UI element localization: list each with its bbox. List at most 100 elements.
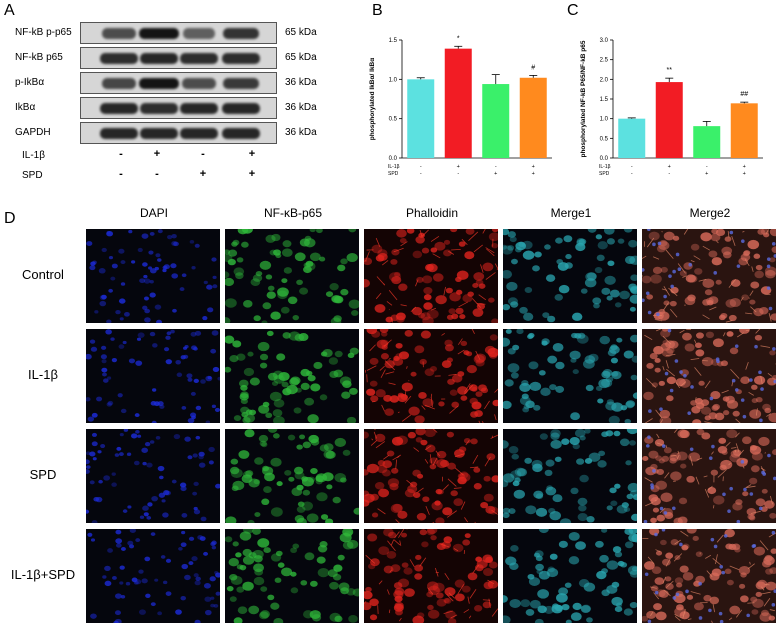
treatment-sign: -: [668, 171, 670, 177]
micrograph-tile: [364, 329, 498, 423]
row-header: IL-1β+SPD: [10, 567, 76, 582]
treatment-sign: +: [532, 164, 535, 170]
treatment-sign: +: [743, 171, 746, 177]
treatment-sign: +: [494, 171, 497, 177]
y-tick-label: 1.0: [389, 77, 398, 83]
blot-row-label: p-IkBα: [15, 77, 45, 88]
treatment-sign: +: [457, 164, 460, 170]
significance-mark: **: [667, 67, 673, 74]
panel-letter-a: A: [4, 2, 15, 19]
panel-letter-b: B: [372, 2, 383, 19]
micrograph-image: [225, 229, 359, 323]
treatment-sign: +: [532, 171, 535, 177]
micrograph-image: [503, 229, 637, 323]
micrograph-image: [642, 529, 776, 623]
micrograph-tile: [503, 529, 637, 623]
treatment-label: IL-1β: [22, 150, 45, 161]
micrograph-tile: [642, 329, 776, 423]
y-tick-label: 1.5: [389, 38, 398, 44]
bar: [444, 48, 472, 158]
column-header: DAPI: [139, 206, 168, 220]
blot-band: [101, 78, 137, 89]
chart-c: 0.0 0.5 1.0 1.5 2.0 2.5 3.0 phosphorylated NF-k…: [580, 38, 763, 177]
blot-band: [100, 103, 138, 114]
column-header: Merge1: [550, 206, 592, 220]
significance-mark: *: [457, 35, 460, 42]
micrograph-image: [225, 329, 359, 423]
blot-kda-label: 65 kDa: [285, 52, 317, 63]
blot-band: [140, 53, 178, 64]
blot-band: [180, 128, 218, 139]
blot-band: [222, 128, 260, 139]
micrograph-tile: [642, 429, 776, 523]
blot-kda-label: 36 kDa: [285, 77, 317, 88]
micrograph-image: [86, 529, 220, 623]
treatment-sign: -: [631, 171, 633, 177]
micrograph-tile: [503, 229, 637, 323]
micrograph-tile: [364, 429, 498, 523]
bar: [407, 79, 435, 158]
micrograph-tile: [225, 329, 359, 423]
micrograph-image: [503, 529, 637, 623]
blot-row-label: NF-kB p65: [15, 52, 63, 63]
blot-kda-label: 36 kDa: [285, 127, 317, 138]
blot-band: [102, 28, 136, 39]
micrograph-tile: [364, 529, 498, 623]
micrograph-tile: [86, 529, 220, 623]
blot-strip: [80, 122, 277, 144]
micrograph-image: [364, 329, 498, 423]
blot-row-label: IkBα: [15, 102, 36, 113]
micrograph-tile: [86, 229, 220, 323]
blot-band: [222, 103, 260, 114]
blot-band: [222, 28, 260, 39]
micrograph-image: [642, 329, 776, 423]
treatment-label: SPD: [22, 170, 43, 181]
bar: [482, 84, 510, 158]
y-tick-label: 0.5: [600, 136, 609, 142]
micrograph-image: [86, 329, 220, 423]
y-axis-label: phosphorylated IkBα/ IkBα: [369, 58, 376, 140]
y-tick-label: 2.0: [600, 77, 609, 83]
micrograph-tile: [225, 229, 359, 323]
blot-band: [140, 103, 178, 114]
y-tick-label: 0.0: [389, 156, 398, 162]
blot-strip: [80, 97, 277, 119]
micrograph-image: [86, 429, 220, 523]
column-header: NF-κB-p65: [263, 206, 322, 220]
micrograph-image: [642, 229, 776, 323]
y-tick-label: 1.0: [600, 117, 609, 123]
treatment-sign: -: [420, 171, 422, 177]
panel-letter-d: D: [4, 210, 16, 227]
blot-band: [180, 103, 218, 114]
significance-mark: #: [531, 64, 535, 71]
micrograph-tile: [86, 429, 220, 523]
y-tick-label: 0.5: [389, 117, 398, 123]
significance-mark: ##: [740, 91, 748, 98]
blot-band: [139, 78, 179, 89]
micrograph-tile: [503, 329, 637, 423]
bar: [730, 103, 758, 158]
treatment-sign: +: [743, 164, 746, 170]
micrograph-image: [86, 229, 220, 323]
treatment-sign: -: [706, 164, 708, 170]
treatment-sign: +: [248, 168, 256, 180]
treatment-label: SPD: [388, 171, 399, 177]
blot-band: [182, 78, 216, 89]
blot-strip: [80, 22, 277, 44]
blot-band: [100, 53, 138, 64]
micrograph-image: [642, 429, 776, 523]
micrograph-image: [503, 329, 637, 423]
chart-b: 0.0 0.5 1.0 1.5 phosphorylated IkBα/ IkBα * # I…: [369, 35, 552, 177]
column-header: Phalloidin: [405, 206, 459, 220]
y-tick-label: 0.0: [600, 156, 609, 162]
row-header: IL-1β: [28, 367, 58, 382]
row-header: SPD: [29, 467, 57, 482]
treatment-label: IL-1β: [599, 164, 611, 170]
blot-row-label: GAPDH: [15, 127, 51, 138]
treatment-sign: -: [119, 168, 123, 180]
blot-row-label: NF-kB p-p65: [15, 27, 72, 38]
treatment-sign: -: [155, 168, 159, 180]
blot-strip: [80, 72, 277, 94]
treatment-sign: -: [495, 164, 497, 170]
y-axis-label: phosphorylated NF-kB P65/NF-kB p65: [580, 40, 587, 157]
